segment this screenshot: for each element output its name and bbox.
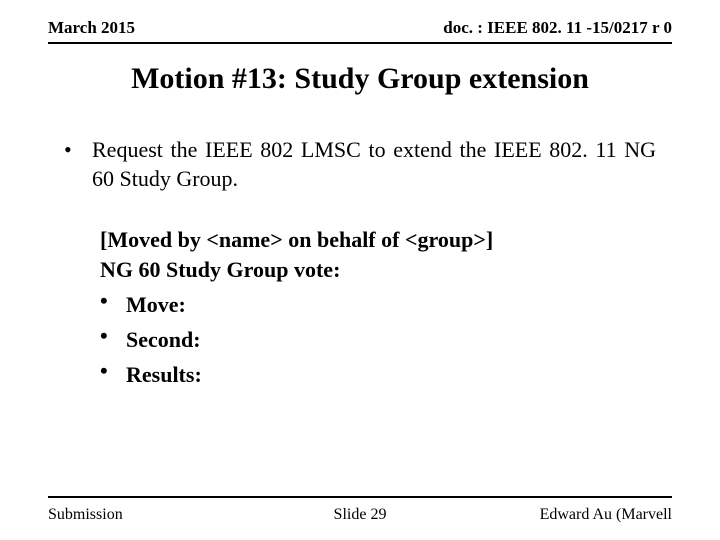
- sub-bullet-results: • Results:: [100, 357, 656, 392]
- sub-bullet-move: • Move:: [100, 287, 656, 322]
- header-rule: [48, 42, 672, 44]
- sub-bullet-second: • Second:: [100, 322, 656, 357]
- sub-bullet-label: Move:: [126, 287, 186, 322]
- bullet-mark: •: [64, 136, 92, 193]
- footer-slide-number: Slide 29: [334, 506, 387, 524]
- bullet-mark: •: [100, 287, 126, 322]
- slide-title: Motion #13: Study Group extension: [0, 62, 720, 96]
- header-date: March 2015: [48, 18, 135, 38]
- sub-bullet-list: • Move: • Second: • Results:: [100, 287, 656, 393]
- footer-left: Submission: [48, 506, 123, 524]
- sub-bullet-label: Results:: [126, 357, 202, 392]
- bullet-mark: •: [100, 357, 126, 392]
- vote-line: NG 60 Study Group vote:: [100, 255, 656, 285]
- sub-bullet-label: Second:: [126, 322, 201, 357]
- main-bullet: • Request the IEEE 802 LMSC to extend th…: [64, 136, 656, 193]
- footer: Submission Slide 29 Edward Au (Marvell: [48, 506, 672, 524]
- main-bullet-text: Request the IEEE 802 LMSC to extend the …: [92, 136, 656, 193]
- sub-block: [Moved by <name> on behalf of <group>] N…: [64, 225, 656, 392]
- header: March 2015 doc. : IEEE 802. 11 -15/0217 …: [0, 0, 720, 38]
- moved-by-line: [Moved by <name> on behalf of <group>]: [100, 225, 656, 255]
- slide-content: • Request the IEEE 802 LMSC to extend th…: [0, 136, 720, 392]
- bullet-mark: •: [100, 322, 126, 357]
- footer-author: Edward Au (Marvell: [540, 506, 672, 524]
- header-doc-id: doc. : IEEE 802. 11 -15/0217 r 0: [443, 18, 672, 38]
- footer-rule: [48, 496, 672, 498]
